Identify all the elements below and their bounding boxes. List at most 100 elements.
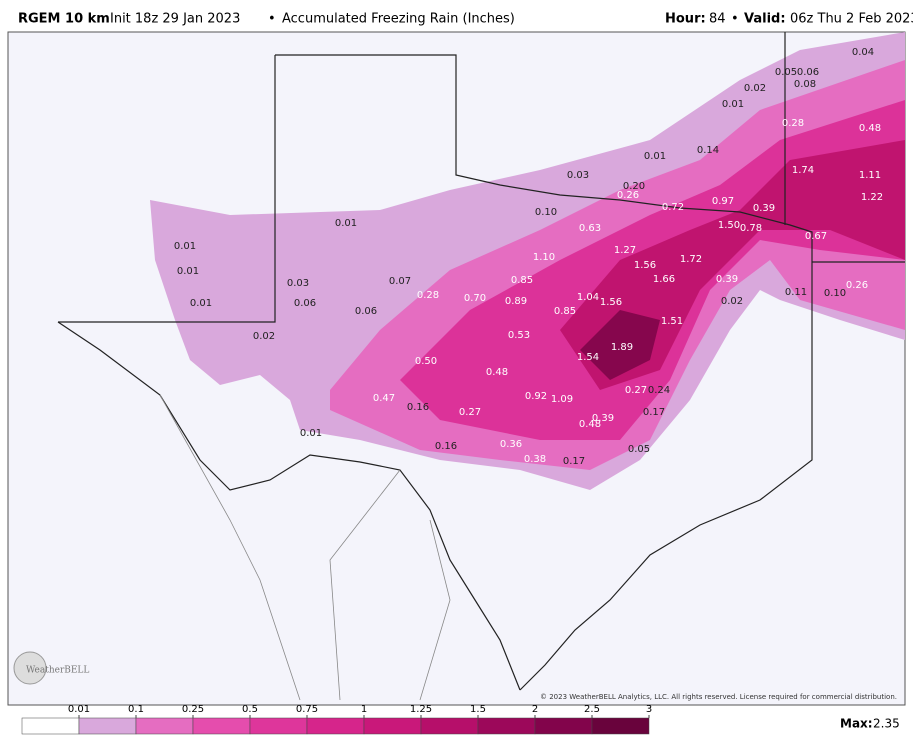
value-label: 0.78 [740,223,762,234]
value-label: 1.74 [792,165,814,176]
value-label: 0.05 [775,67,797,78]
value-label: 1.56 [600,297,622,308]
value-label: 0.85 [554,306,576,317]
value-label: 0.06 [294,298,316,309]
value-label: 0.27 [625,385,647,396]
valid: 06z Thu 2 Feb 2023 [790,12,913,27]
value-label: 0.16 [435,441,457,452]
init: Init 18z 29 Jan 2023 [110,12,240,27]
value-label: 0.48 [486,367,508,378]
logo-globe [13,651,47,685]
legend-swatch [249,717,308,735]
value-label: 0.48 [579,419,601,430]
valid-label: Valid: [744,12,786,27]
legend-tick-label: 1.5 [470,704,486,715]
value-label: 1.04 [577,292,599,303]
value-label: 0.04 [852,47,874,58]
legend-tick-label: 0.5 [242,704,258,715]
value-label: 0.70 [464,293,486,304]
value-label: 0.01 [644,151,666,162]
value-label: 0.27 [459,407,481,418]
value-label: 0.67 [805,231,827,242]
value-label: 0.24 [648,385,670,396]
value-label: 1.56 [634,260,656,271]
value-label: 0.50 [415,356,437,367]
value-label: 0.39 [716,274,738,285]
value-label: 0.08 [794,79,816,90]
value-label: 0.10 [535,207,557,218]
value-label: 1.72 [680,254,702,265]
value-label: 0.72 [662,202,684,213]
legend-swatch [420,717,479,735]
logo: WeatherBELL [26,666,89,676]
value-label: 0.20 [623,181,645,192]
value-label: 0.06 [797,67,819,78]
value-label: 0.07 [389,276,411,287]
value-label: 0.47 [373,393,395,404]
value-label: 0.63 [579,223,601,234]
borders [57,32,905,691]
value-label: 0.53 [508,330,530,341]
hour: 84 [709,12,726,27]
value-label: 0.17 [563,456,585,467]
copyright: © 2023 WeatherBELL Analytics, LLC. All r… [540,693,897,701]
map: © 2023 WeatherBELL Analytics, LLC. All r… [7,31,906,706]
value-label: 0.92 [525,391,547,402]
value-label: 0.03 [287,278,309,289]
legend-tick-label: 0.75 [296,704,318,715]
value-label: 0.97 [712,196,734,207]
model: RGEM 10 km [18,12,110,27]
value-label: 0.01 [190,298,212,309]
value-label: 1.11 [859,170,881,181]
value-label: 0.01 [177,266,199,277]
value-label: 0.06 [355,306,377,317]
value-label: 0.38 [524,454,546,465]
separator: • [731,12,739,27]
legend-swatch [135,717,194,735]
legend-tick-label: 1.25 [410,704,432,715]
value-label: 0.28 [782,118,804,129]
legend-tick-label: 2.5 [584,704,600,715]
value-label: 0.05 [628,444,650,455]
value-label: 0.01 [722,99,744,110]
value-label: 0.89 [505,296,527,307]
value-label: 0.10 [824,288,846,299]
max-label: Max: [840,717,873,731]
value-label: 0.28 [417,290,439,301]
value-label: 0.01 [300,428,322,439]
value-label: 0.11 [785,287,807,298]
value-label: 0.03 [567,170,589,181]
value-label: 0.02 [253,331,275,342]
value-label: 1.10 [533,252,555,263]
legend-swatch [534,717,593,735]
value-label: 1.27 [614,245,636,256]
value-label: 1.89 [611,342,633,353]
value-label: 0.26 [617,190,639,201]
legend-swatch [21,717,80,735]
legend-swatch [591,717,650,735]
value-labels: 0.040.05 0.060.080.020.010.28 0.480.140.01… [174,47,883,467]
value-label: 0.01 [174,241,196,252]
legend-swatch [78,717,137,735]
value-label: 0.14 [697,145,719,156]
legend-swatch [363,717,422,735]
legend-tick-label: 0.01 [68,704,90,715]
hour-label: Hour: [665,12,706,27]
value-label: 0.26 [846,280,868,291]
separator: • [268,12,276,27]
product: Accumulated Freezing Rain (Inches) [282,12,515,27]
value-label: 1.54 [577,352,599,363]
max: 2.35 [873,717,900,731]
value-label: 1.22 [861,192,883,203]
legend-swatch [306,717,365,735]
value-label: 0.39 [753,203,775,214]
value-label: 1.51 [661,316,683,327]
legend-swatch [477,717,536,735]
value-label: 0.85 [511,275,533,286]
value-label: 0.02 [744,83,766,94]
value-label: 1.50 [718,220,740,231]
precip-max [580,310,660,380]
value-label: 0.01 [335,218,357,229]
legend: 0.01 0.1 0.25 0.5 0.75 1 1.25 1.5 2 2.5 3 [21,704,652,735]
